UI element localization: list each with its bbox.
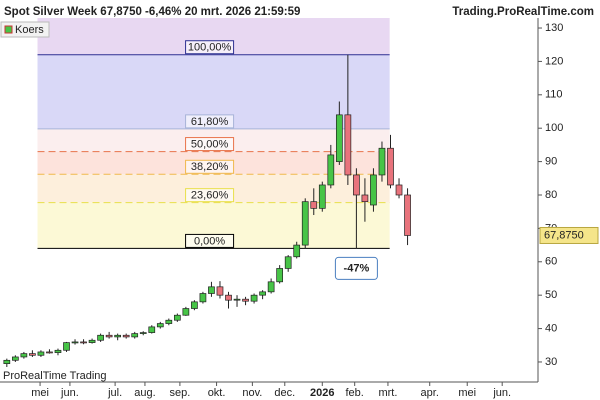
y-tick-label: 40	[545, 322, 557, 334]
site: Trading.ProRealTime.com	[452, 6, 594, 18]
candle-body	[46, 351, 53, 354]
y-tick-label: 100	[545, 122, 563, 134]
candle-body	[131, 333, 139, 338]
candle-body	[208, 286, 215, 294]
candle-body	[11, 356, 19, 361]
candle-body	[97, 334, 104, 341]
x-tick-label: mei	[458, 387, 476, 399]
change-box	[334, 256, 378, 280]
candle-body	[344, 114, 352, 176]
candle-body	[71, 341, 79, 344]
candle-body	[54, 349, 62, 353]
candle-body	[242, 298, 249, 302]
fib-label: 100,00%	[188, 42, 232, 54]
y-tick-label: 90	[545, 156, 557, 168]
candle-body	[301, 201, 309, 246]
candle-body	[378, 147, 386, 176]
candle-body	[404, 194, 411, 236]
x-tick-label: apr.	[421, 387, 439, 399]
candle-body	[139, 332, 147, 334]
legend-swatch	[4, 25, 13, 34]
x-tick-label: jun.	[60, 387, 79, 399]
x-tick-label: mei	[31, 387, 49, 399]
candle-body	[259, 291, 266, 296]
candle-body	[361, 194, 369, 203]
candle-body	[88, 339, 96, 343]
candle-body	[284, 256, 292, 269]
candle-body	[370, 174, 377, 206]
y-tick-label: 80	[545, 189, 557, 201]
legend-label: Koers	[15, 24, 44, 36]
fib-label-box	[185, 188, 235, 203]
fib-label-box	[185, 40, 235, 55]
x-tick-label: aug.	[134, 387, 155, 399]
change-label: -47%	[344, 262, 370, 274]
candle-body	[267, 281, 275, 293]
candle-body	[387, 147, 394, 186]
y-tick-label: 110	[545, 89, 563, 101]
fib-label: 0,00%	[194, 235, 225, 247]
fib-label: 23,60%	[191, 190, 229, 202]
x-tick-label: sep.	[170, 387, 191, 399]
last-price-label: 67,8750	[544, 229, 584, 241]
x-tick-label: dec.	[274, 387, 295, 399]
candle-body	[37, 351, 45, 356]
fib-label: 38,20%	[191, 161, 229, 173]
x-tick-label: mrt.	[378, 387, 397, 399]
candle-body	[156, 323, 164, 328]
y-tick-label: 50	[545, 289, 557, 301]
candle-body	[122, 334, 130, 338]
x-tick-label: 2026	[310, 387, 334, 399]
candle-body	[114, 334, 122, 338]
x-tick-label: jun.	[492, 387, 511, 399]
plot: 100,00% 61,80% 50,00% 38,20% 23,60% 0,00% -47%	[3, 18, 411, 367]
last-price-box	[539, 226, 599, 244]
candle-body	[20, 353, 28, 358]
y-tick-label: 60	[545, 256, 557, 268]
candle-body	[3, 359, 11, 364]
legend	[0, 21, 50, 38]
candle-body	[63, 342, 70, 351]
candle-body	[105, 334, 113, 338]
candle-body	[233, 298, 241, 301]
candle-body	[293, 244, 301, 258]
candle-body	[199, 293, 207, 303]
candle-body	[310, 201, 318, 209]
x-tick-label: jul.	[107, 387, 122, 399]
candle-body	[182, 308, 190, 316]
candle-body	[327, 154, 335, 186]
candle-body	[335, 114, 343, 162]
fib-label-box	[185, 137, 235, 152]
x-tick-label: nov.	[242, 387, 262, 399]
candle-body	[29, 353, 36, 356]
candle-body	[165, 319, 173, 324]
x-tick-label: okt.	[208, 387, 226, 399]
candle-body	[225, 294, 232, 301]
x-tick-label: feb.	[346, 387, 364, 399]
fib-label-box	[185, 233, 235, 248]
candle-body	[318, 184, 326, 209]
footer: ProRealTime Trading	[3, 370, 107, 382]
candle-body	[353, 174, 360, 196]
fib-label-box	[185, 159, 235, 174]
candle-body	[191, 301, 198, 309]
fib-label: 50,00%	[191, 138, 229, 150]
chart-title: Spot Silver Week 67,8750 -6,46% 20 mrt. …	[4, 6, 300, 18]
candle-body	[216, 286, 224, 296]
candle-body	[173, 314, 181, 321]
fib-label-box	[185, 114, 235, 129]
candle-body	[80, 341, 87, 344]
candle-body	[250, 294, 258, 302]
fib-label: 61,80%	[191, 116, 229, 128]
y-tick-label: 120	[545, 55, 563, 67]
candle-body	[276, 268, 284, 283]
y-tick-label: 130	[545, 22, 563, 34]
y-tick-label: 30	[545, 356, 557, 368]
candle-body	[148, 326, 156, 333]
candle-body	[395, 184, 403, 196]
